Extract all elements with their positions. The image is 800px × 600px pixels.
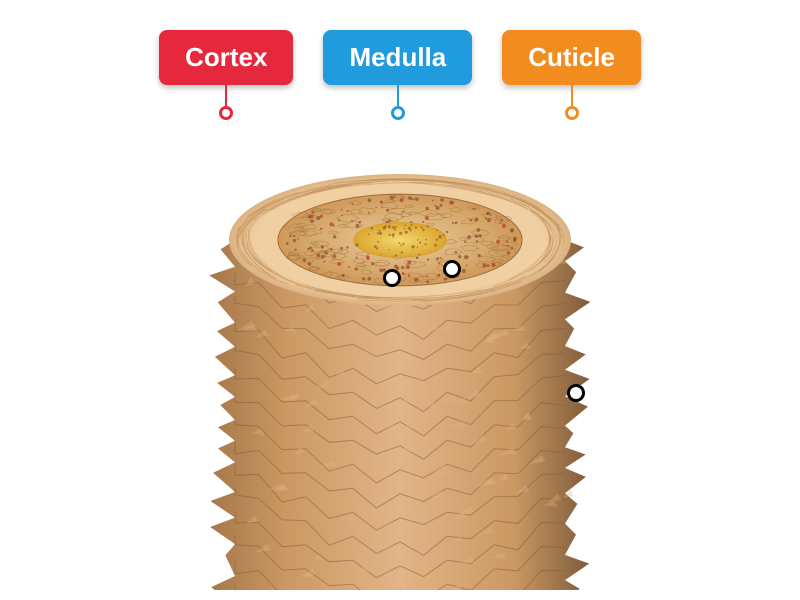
diagram-area [0,150,800,600]
hotspot-cuticle[interactable] [567,384,585,402]
drag-dot-icon[interactable] [219,106,233,120]
drag-dot-icon[interactable] [391,106,405,120]
hair-shaft-diagram [180,150,620,590]
label-text: Medulla [349,42,446,72]
label-card-cortex[interactable]: Cortex [159,30,293,85]
label-text: Cuticle [528,42,615,72]
drag-dot-icon[interactable] [565,106,579,120]
label-text: Cortex [185,42,267,72]
labels-row: Cortex Medulla Cuticle [0,30,800,85]
hotspot-medulla[interactable] [383,269,401,287]
label-card-cuticle[interactable]: Cuticle [502,30,641,85]
hotspot-cortex[interactable] [443,260,461,278]
label-card-medulla[interactable]: Medulla [323,30,472,85]
